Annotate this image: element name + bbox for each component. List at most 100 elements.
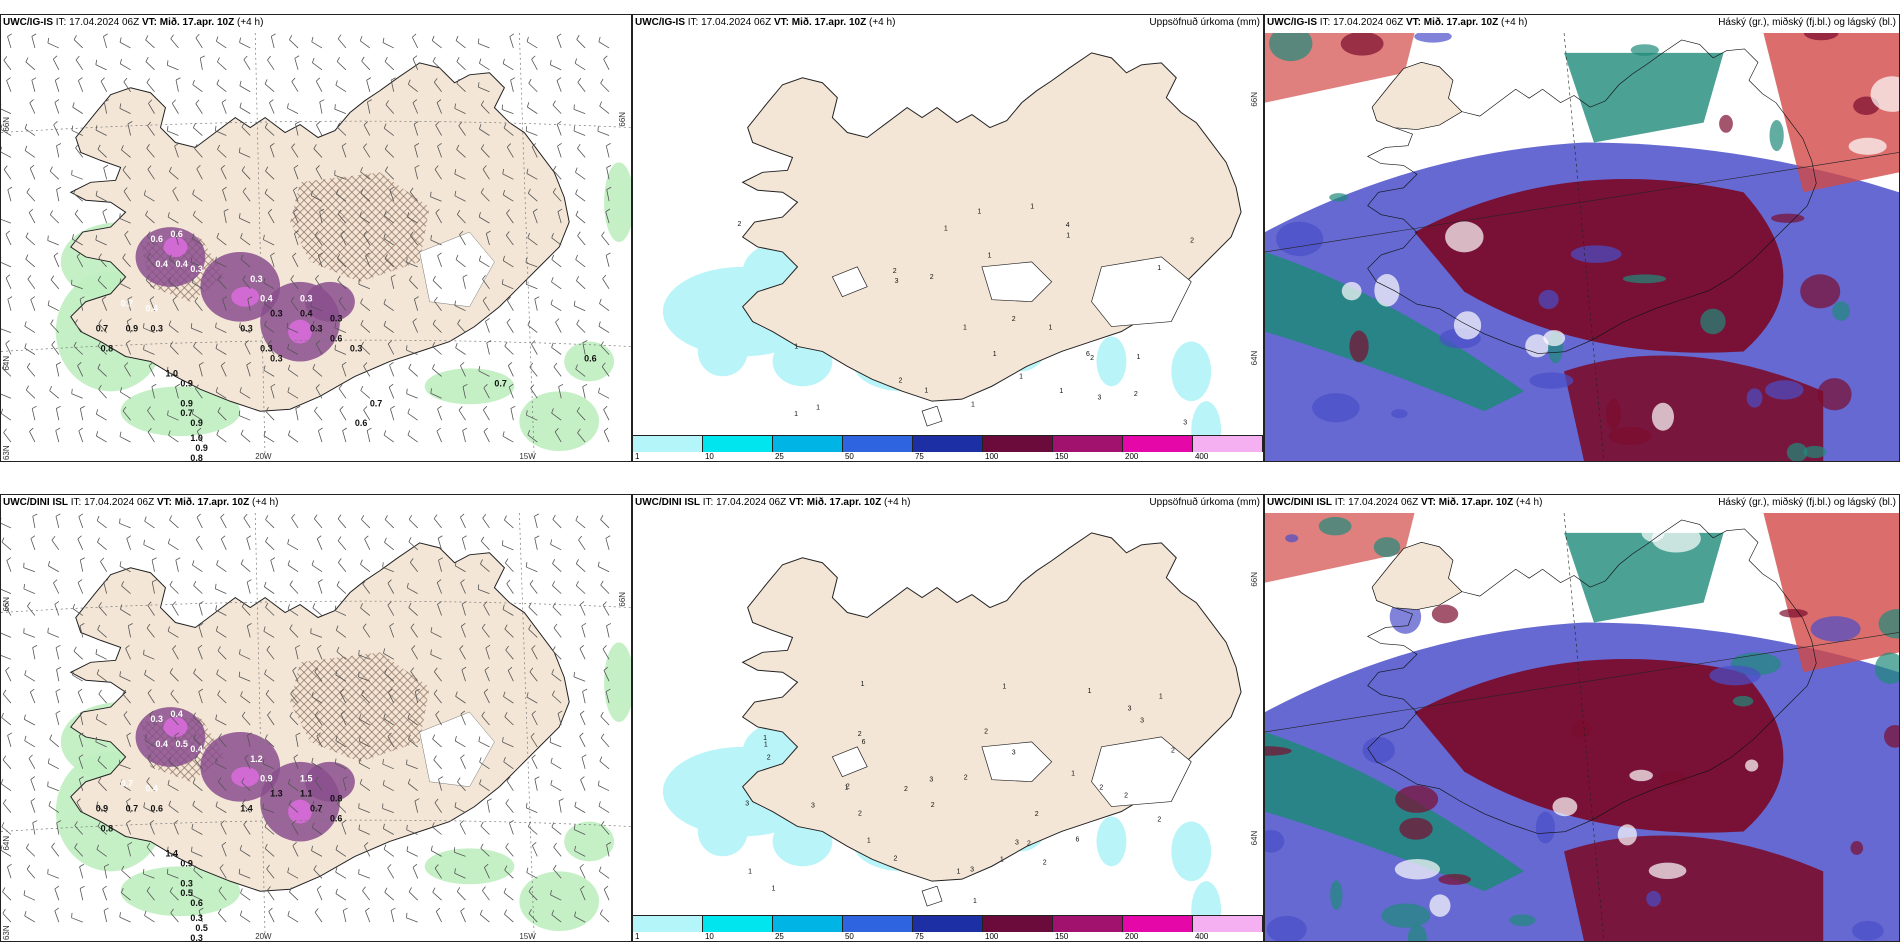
wind-barb bbox=[435, 121, 442, 136]
wind-barb bbox=[384, 515, 395, 529]
wind-barb bbox=[510, 77, 516, 92]
wind-barb bbox=[335, 867, 347, 879]
wind-barb bbox=[97, 144, 107, 158]
wind-barb bbox=[406, 824, 418, 835]
cloud-patch bbox=[1529, 372, 1574, 389]
wind-barb bbox=[502, 189, 514, 202]
wind-barb bbox=[266, 645, 275, 660]
cloud-patch bbox=[1265, 829, 1285, 853]
wind-barb bbox=[550, 757, 562, 770]
wind-barb bbox=[222, 296, 227, 311]
wind-barb bbox=[335, 735, 347, 748]
wind-barb bbox=[526, 692, 538, 704]
wind-barb bbox=[77, 362, 84, 377]
wind-barb bbox=[551, 669, 562, 682]
precip-label: 2 bbox=[1124, 793, 1128, 800]
wind-barb bbox=[103, 164, 109, 180]
wind-barb bbox=[126, 732, 132, 748]
precip-label: 1 bbox=[1002, 684, 1006, 691]
wind-barb bbox=[147, 253, 155, 268]
wind-barb bbox=[79, 710, 85, 726]
wind-barb bbox=[56, 143, 62, 158]
wind-barb bbox=[525, 257, 538, 268]
wind-barb bbox=[263, 626, 275, 638]
wind-barb bbox=[121, 145, 131, 158]
wind-barb bbox=[603, 405, 610, 421]
wind-barb bbox=[198, 622, 204, 638]
cloud-patch bbox=[1399, 817, 1433, 840]
wind-barb bbox=[389, 622, 395, 638]
wind-barb bbox=[579, 732, 586, 748]
wind-barb bbox=[413, 121, 419, 136]
wind-barb bbox=[334, 605, 347, 616]
wind-barb bbox=[292, 666, 299, 682]
wind-barb bbox=[383, 648, 394, 660]
wind-barb bbox=[287, 430, 299, 443]
wind-barb bbox=[48, 801, 60, 813]
wind-barb bbox=[315, 274, 323, 290]
high-cloud bbox=[1414, 178, 1784, 353]
wind-barb bbox=[435, 710, 442, 726]
wind-barb bbox=[77, 579, 84, 594]
cloud-patch bbox=[1803, 445, 1827, 459]
wind-barb bbox=[5, 230, 12, 246]
wind-barb bbox=[238, 213, 251, 224]
snow-precip bbox=[305, 281, 355, 322]
latitude-line bbox=[1, 120, 631, 133]
wind-barb bbox=[270, 383, 276, 399]
wind-barb bbox=[56, 666, 62, 682]
wind-barb bbox=[79, 623, 85, 638]
wind-barb bbox=[456, 57, 466, 71]
wind-barb bbox=[360, 559, 371, 573]
wind-barb bbox=[406, 759, 418, 770]
wind-barb bbox=[241, 777, 251, 791]
wind-barb bbox=[599, 298, 610, 312]
wind-barb bbox=[414, 164, 420, 180]
wind-barb bbox=[78, 77, 84, 92]
wind-barb bbox=[480, 144, 490, 158]
wind-barb bbox=[603, 55, 610, 71]
wind-barb bbox=[389, 361, 395, 377]
wind-barb bbox=[575, 559, 586, 573]
wind-barb bbox=[436, 579, 442, 594]
colorbar-box bbox=[773, 436, 843, 452]
wind-barb bbox=[557, 710, 563, 726]
wind-barb bbox=[552, 580, 562, 594]
wind-barb bbox=[406, 257, 418, 268]
wind-barb bbox=[455, 691, 466, 704]
wind-barb bbox=[582, 383, 588, 399]
colorbar-tick: 50 bbox=[844, 452, 854, 461]
precip-label: 2 bbox=[858, 731, 862, 738]
wind-barb bbox=[239, 102, 251, 114]
wind-barb bbox=[49, 734, 60, 748]
snow-precip bbox=[288, 319, 313, 344]
wind-barb bbox=[460, 622, 466, 638]
wind-barb bbox=[97, 363, 107, 377]
wind-barb bbox=[169, 515, 179, 529]
wind-barb bbox=[167, 410, 179, 421]
wind-barb bbox=[526, 102, 538, 114]
wind-barb bbox=[120, 604, 131, 616]
colorbar-box bbox=[703, 436, 773, 452]
wind-barb bbox=[5, 274, 12, 289]
wind-barb bbox=[598, 36, 610, 49]
precip-label: 0.4 bbox=[156, 259, 168, 269]
wind-barb bbox=[221, 99, 227, 114]
cloud-patch bbox=[1330, 880, 1343, 910]
wind-barb bbox=[119, 431, 131, 443]
wind-barb bbox=[74, 209, 84, 224]
wind-barb bbox=[146, 78, 155, 92]
wind-barb bbox=[96, 669, 107, 682]
wind-barb bbox=[291, 143, 299, 158]
grid-label: 66N bbox=[2, 117, 11, 132]
wind-barb bbox=[215, 801, 227, 813]
wind-barb bbox=[338, 296, 347, 311]
snow-precip bbox=[305, 761, 355, 802]
wind-barb bbox=[479, 58, 490, 71]
wind-barb bbox=[550, 889, 562, 901]
cloud-patch bbox=[1606, 398, 1621, 430]
precip-label: 1.0 bbox=[190, 433, 202, 443]
wind-barb bbox=[573, 824, 586, 835]
wind-barb bbox=[174, 142, 179, 158]
wind-barb bbox=[102, 208, 108, 224]
